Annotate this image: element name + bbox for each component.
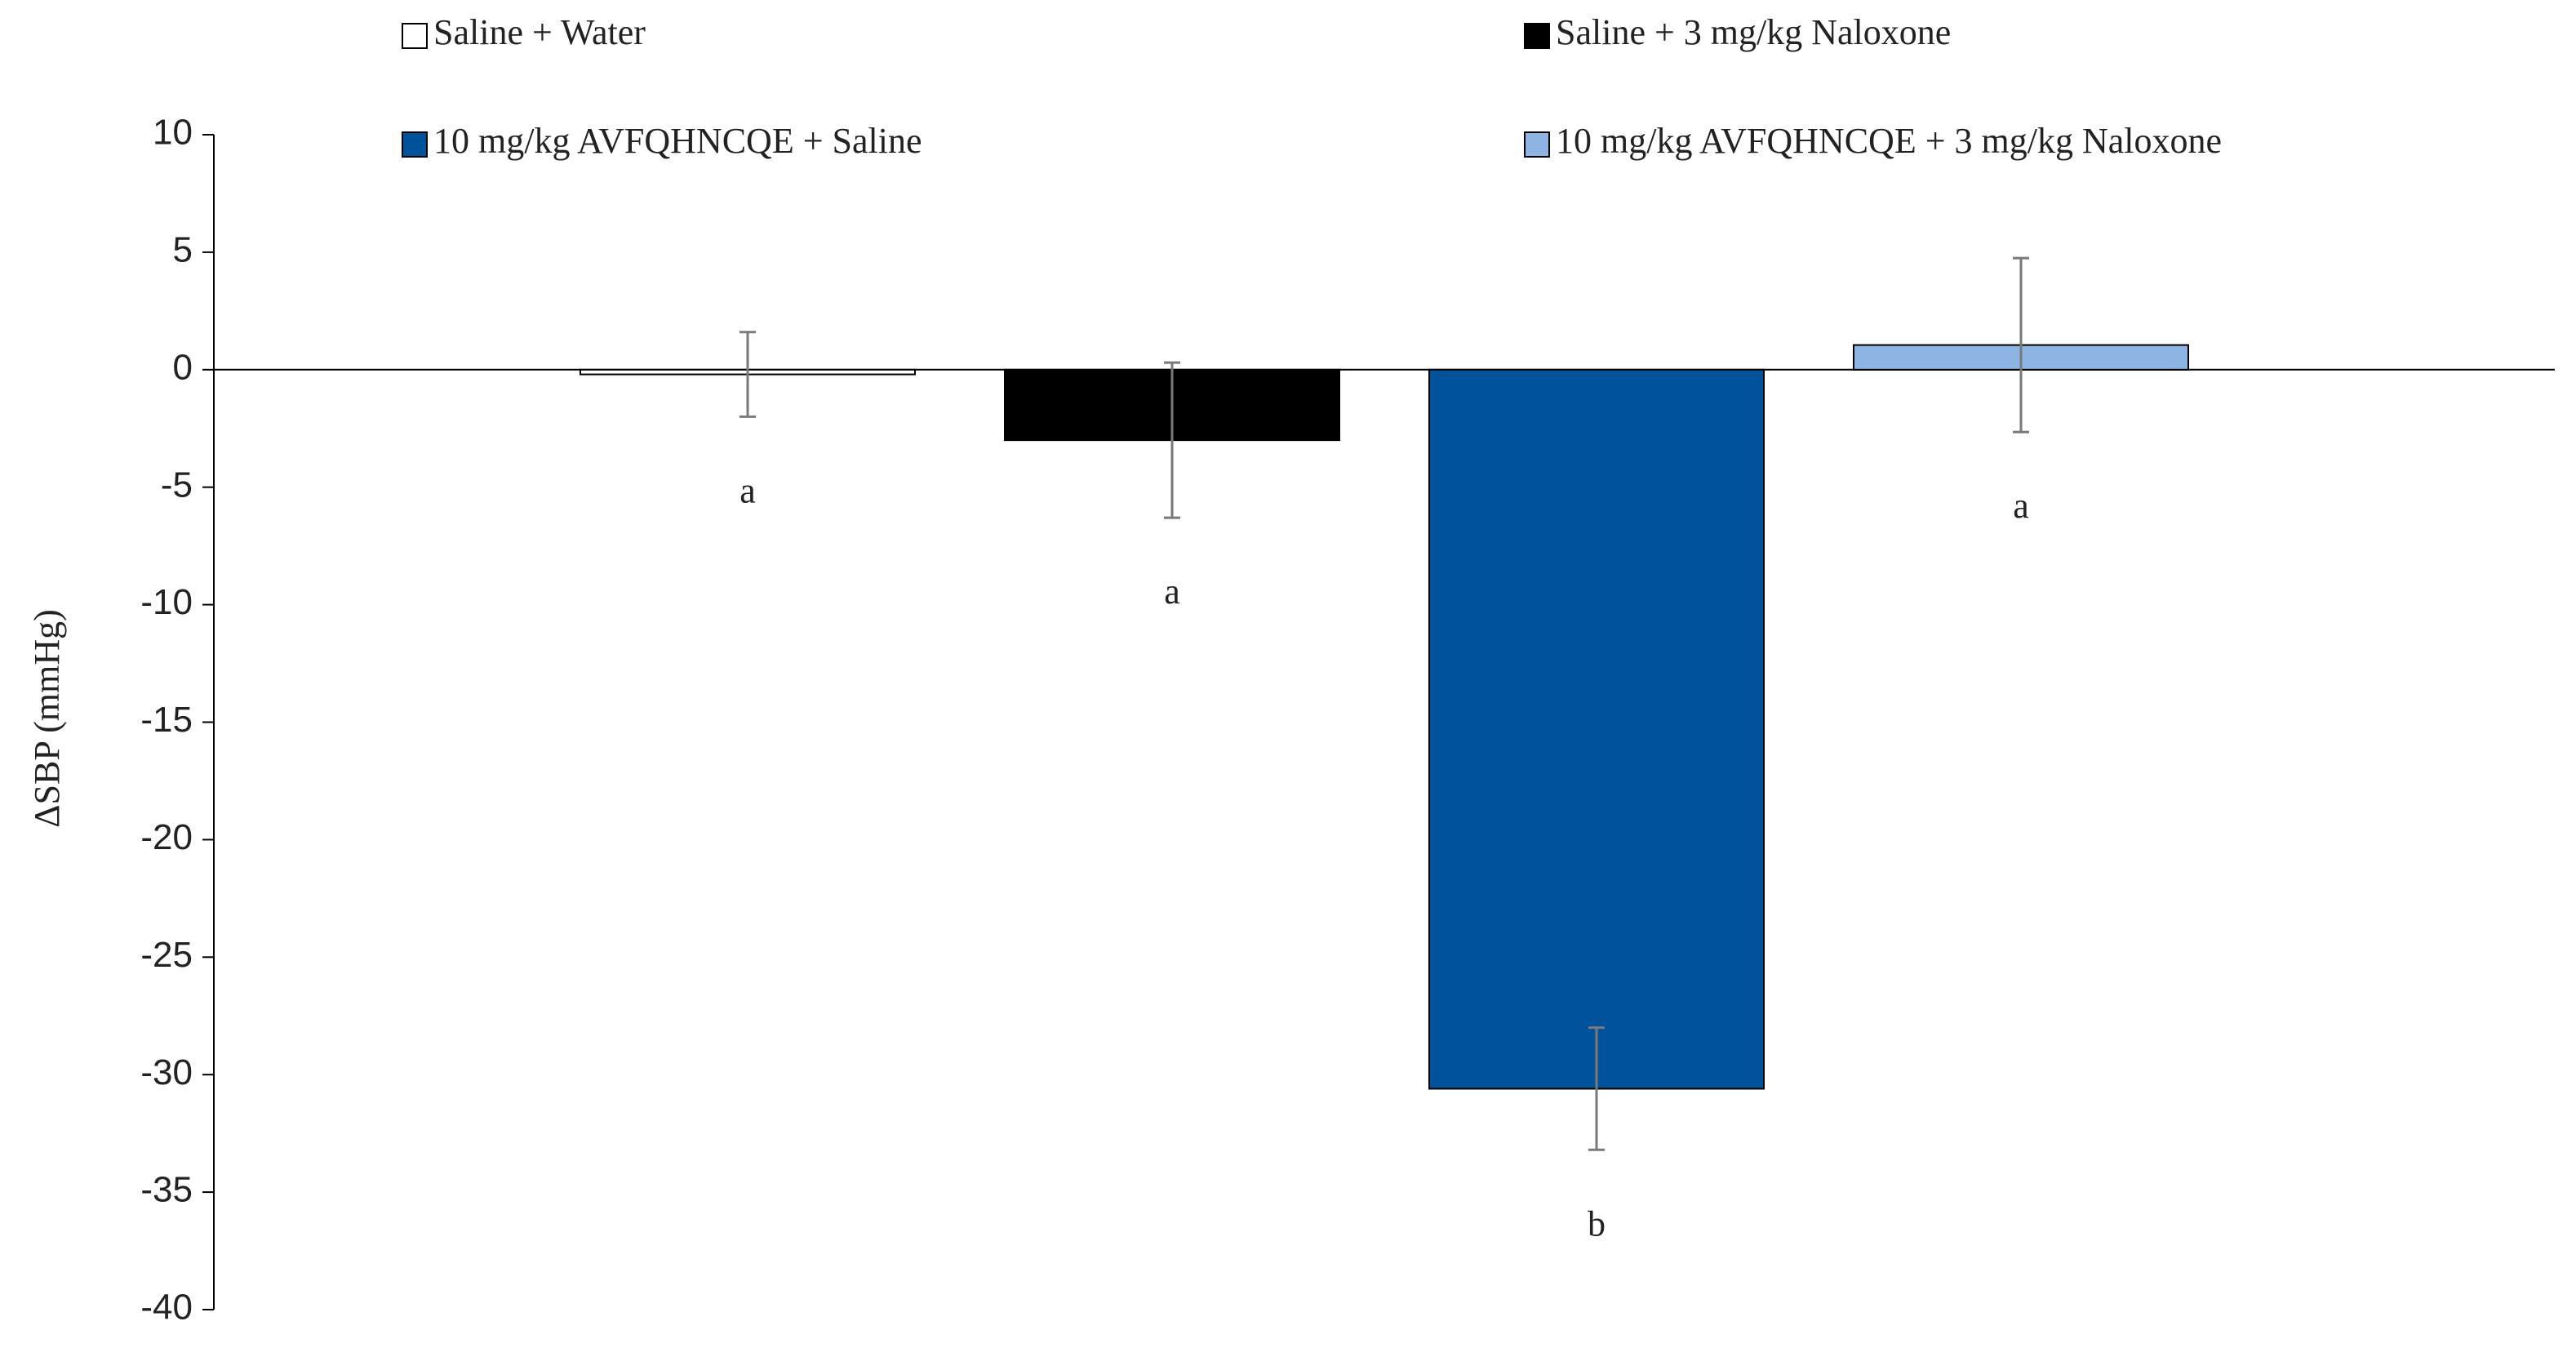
- error-bar: [1164, 361, 1180, 519]
- legend-label: Saline + Water: [433, 12, 646, 52]
- y-tick-label: -10: [140, 582, 193, 622]
- bar: [1428, 368, 1765, 1090]
- legend-label: 10 mg/kg AVFQHNCQE + Saline: [433, 121, 922, 161]
- annotation: a: [1164, 572, 1180, 612]
- error-bar: [2013, 256, 2029, 434]
- annotation: a: [2013, 486, 2029, 526]
- error-bar: [739, 331, 756, 418]
- y-tick-label: -25: [140, 935, 193, 975]
- y-tick-label: -5: [161, 465, 193, 505]
- y-tick-label: -40: [140, 1288, 193, 1328]
- legend-label: 10 mg/kg AVFQHNCQE + 3 mg/kg Naloxone: [1556, 121, 2222, 161]
- y-tick-label: 10: [153, 113, 193, 153]
- annotation: b: [1588, 1203, 1606, 1243]
- legend-swatch: [402, 131, 428, 158]
- legend-swatch: [1524, 131, 1550, 158]
- error-bar: [1588, 1026, 1605, 1151]
- y-tick-label: -35: [140, 1170, 193, 1210]
- legend-swatch: [402, 23, 428, 49]
- legend-label: Saline + 3 mg/kg Naloxone: [1556, 12, 1951, 52]
- legend-swatch: [1524, 23, 1550, 49]
- y-tick-label: 0: [173, 347, 193, 387]
- y-axis-label: ΔSBP (mmHg): [27, 609, 67, 827]
- y-tick-label: -30: [140, 1052, 193, 1092]
- y-tick-label: -20: [140, 817, 193, 857]
- annotation: a: [739, 470, 756, 510]
- y-tick-label: -15: [140, 700, 193, 740]
- y-tick-label: 5: [173, 230, 193, 270]
